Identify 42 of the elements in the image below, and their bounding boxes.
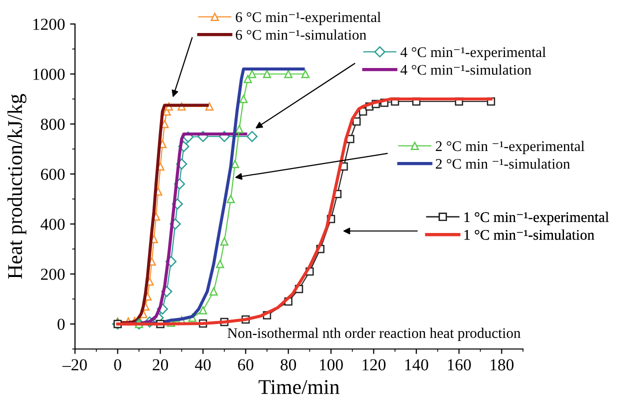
point	[210, 287, 218, 296]
annotation: Non-isothermal nth order reaction heat production	[228, 328, 521, 341]
x-tick-label: –20	[62, 359, 87, 370]
legend-label: 6 °C min⁻¹-simulation	[236, 30, 366, 40]
point	[216, 260, 224, 268]
x-tick-label: 80	[280, 359, 296, 370]
legend-label: 2 °C min ⁻¹-experimental	[436, 140, 584, 154]
x-tick-label: 60	[238, 359, 254, 370]
point	[246, 130, 258, 142]
x-tick-label: 0	[114, 359, 122, 370]
x-tick-label: 20	[152, 359, 168, 370]
point	[248, 70, 256, 78]
y-tick-label: 400	[40, 218, 65, 230]
legend-label: 6 °C min⁻¹-experimental	[236, 12, 381, 26]
point	[198, 306, 208, 314]
y-axis-title: Heat production/kJ/kg	[7, 94, 26, 279]
x-tick-label: 180	[490, 359, 514, 370]
point	[262, 70, 272, 78]
point	[239, 94, 248, 104]
x-tick-label: 120	[362, 359, 386, 370]
legend-label: 1 °C min⁻¹-experimental	[464, 212, 609, 226]
x-tick-label: 40	[194, 359, 211, 370]
x-tick-label: 160	[448, 359, 471, 370]
point	[301, 70, 310, 78]
x-axis-title: Time/min	[258, 380, 340, 394]
point	[220, 237, 228, 246]
y-tick-label: 0	[58, 318, 65, 330]
point	[244, 74, 252, 84]
x-tick-label: 140	[405, 359, 428, 370]
y-tick-label: 1000	[33, 68, 65, 80]
legend-label: 4 °C min⁻¹-simulation	[400, 64, 532, 75]
point	[226, 194, 235, 204]
y-tick-label: 800	[40, 118, 65, 130]
y-tick-label: 200	[41, 268, 65, 280]
legend-label: 1 °C min⁻¹-simulation	[464, 230, 594, 240]
point	[235, 124, 244, 134]
y-tick-label: 600	[40, 168, 65, 180]
x-tick-label: 100	[320, 359, 343, 370]
y-tick-label: 1200	[33, 18, 65, 30]
legend-label: 4 °C min⁻¹-experimental	[400, 46, 546, 60]
point	[284, 70, 292, 78]
legend-label: 2 °C min ⁻¹-simulation	[436, 158, 570, 169]
